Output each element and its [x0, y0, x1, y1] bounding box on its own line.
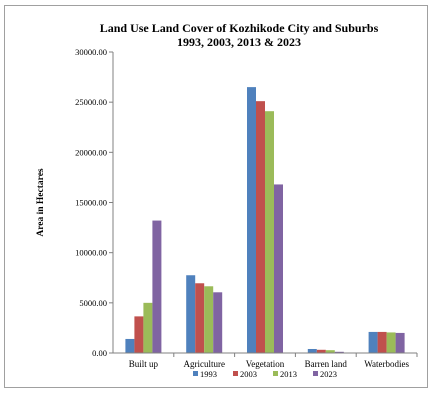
y-tick-label: 0.00 [92, 348, 107, 358]
legend-swatch-2023 [313, 371, 318, 376]
bar-2023-barren-land [334, 351, 344, 353]
bar-2013-barren-land [325, 350, 335, 353]
y-axis: 0.00 5000.00 10000.00 15000.00 20000.00 25000… [75, 47, 114, 358]
bar-2013-waterbodies [386, 332, 396, 353]
y-axis-label: Area in Hectares [36, 168, 46, 237]
bar-2013-vegetation [265, 111, 274, 354]
bar-2023-vegetation [274, 184, 283, 353]
bar-1993-barren-land [307, 348, 317, 353]
legend-label: 2023 [320, 369, 337, 379]
bar-1993-vegetation [247, 87, 256, 353]
bar-2003-agriculture [195, 283, 205, 353]
bar-1993-built-up [125, 338, 135, 353]
y-tick-label: 15000.00 [75, 198, 107, 208]
x-tick-label: Barren land [305, 359, 348, 369]
x-axis: Built up Agriculture Vegetation Barren land… [113, 352, 418, 369]
chart-svg: Land Use Land Cover of Kozhikode City an… [36, 21, 418, 379]
y-tick-label: 5000.00 [79, 298, 107, 308]
y-tick-label: 20000.00 [75, 147, 107, 157]
legend-swatch-2013 [273, 371, 278, 376]
legend-swatch-2003 [233, 371, 238, 376]
legend-label: 1993 [200, 369, 217, 379]
legend-swatch-1993 [193, 371, 198, 376]
bar-2023-built-up [152, 220, 162, 353]
y-tick-label: 10000.00 [75, 248, 107, 258]
legend: 1993 2003 2013 2023 [193, 369, 337, 379]
bar-1993-agriculture [186, 275, 196, 353]
x-tick-label: Agriculture [183, 359, 224, 369]
chart-title: Land Use Land Cover of Kozhikode City an… [100, 21, 379, 35]
bar-2003-built-up [134, 316, 144, 353]
x-tick-label: Waterbodies [364, 359, 409, 369]
y-tick-label: 25000.00 [75, 97, 107, 107]
bar-2013-agriculture [204, 286, 214, 353]
chart-frame: Land Use Land Cover of Kozhikode City an… [4, 5, 428, 388]
bar-2003-barren-land [316, 349, 326, 353]
legend-label: 2003 [240, 369, 257, 379]
bar-2003-waterbodies [377, 331, 387, 353]
bar-1993-waterbodies [368, 331, 378, 353]
bar-2013-built-up [143, 302, 153, 353]
chart-subtitle: 1993, 2003, 2013 & 2023 [177, 35, 301, 49]
x-tick-label: Built up [129, 359, 159, 369]
bar-2023-waterbodies [395, 332, 405, 353]
bars [125, 87, 405, 354]
bar-2023-agriculture [213, 292, 223, 353]
bar-2003-vegetation [256, 101, 265, 353]
x-tick-label: Vegetation [246, 359, 285, 369]
y-tick-label: 30000.00 [75, 47, 107, 57]
legend-label: 2013 [280, 369, 297, 379]
